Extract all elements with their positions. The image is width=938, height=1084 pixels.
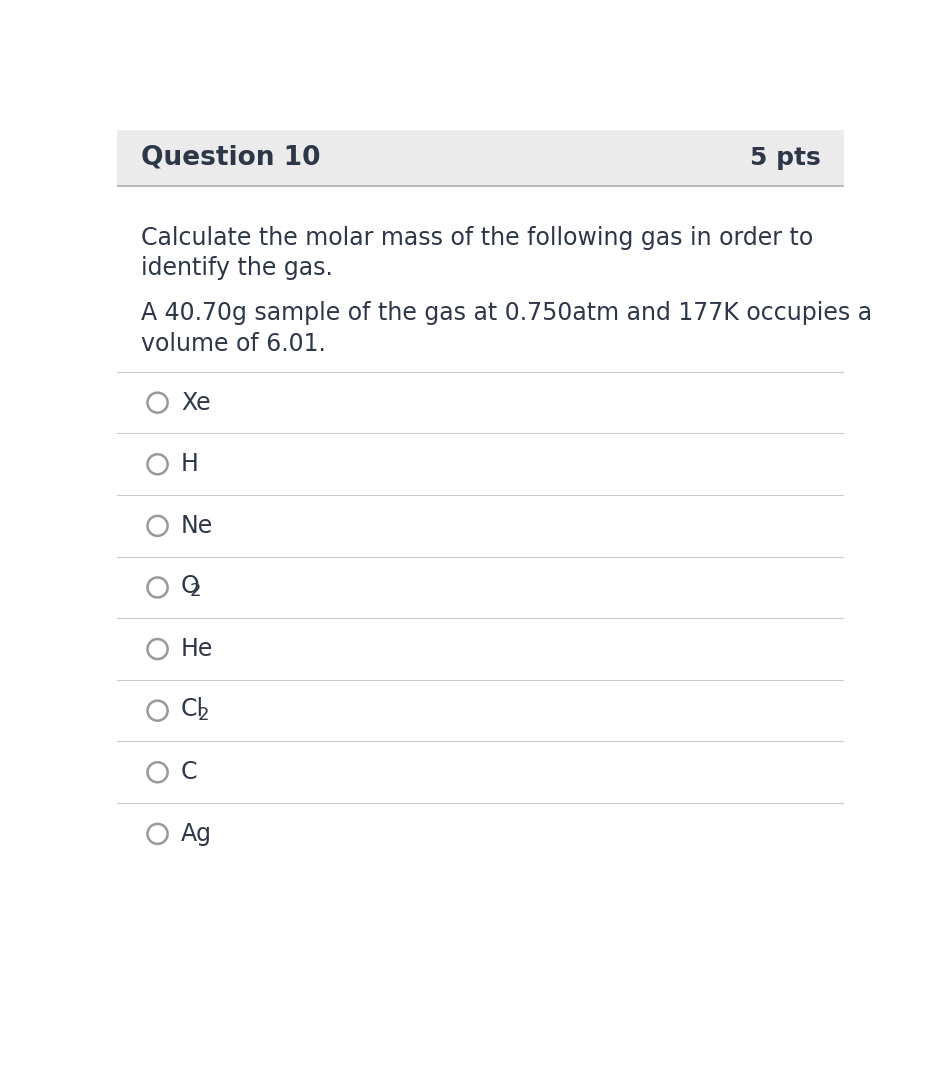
Text: O: O [181,573,200,598]
Text: 2: 2 [189,582,201,601]
Text: C: C [181,760,197,784]
Text: Calculate the molar mass of the following gas in order to: Calculate the molar mass of the followin… [141,225,812,249]
Text: 5 pts: 5 pts [750,146,821,170]
Text: H: H [181,452,199,476]
Text: A 40.70g sample of the gas at 0.750atm and 177K occupies a: A 40.70g sample of the gas at 0.750atm a… [141,301,871,325]
Text: Question 10: Question 10 [141,145,320,171]
Text: Ne: Ne [181,514,213,538]
Text: Ag: Ag [181,822,212,846]
Text: volume of 6.01.: volume of 6.01. [141,332,325,356]
Text: Cl: Cl [181,697,204,721]
Text: He: He [181,637,213,661]
Text: 2: 2 [198,706,209,723]
Text: identify the gas.: identify the gas. [141,256,332,281]
Bar [117,130,844,185]
Text: Xe: Xe [181,390,210,415]
